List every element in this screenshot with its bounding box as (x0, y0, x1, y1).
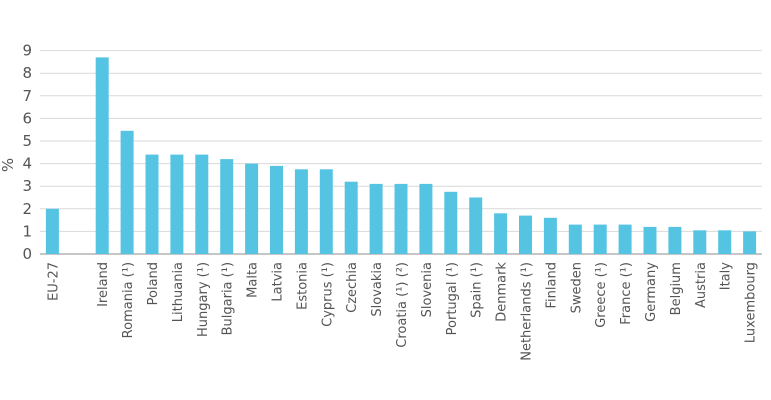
x-tick-label: France (¹) (619, 262, 634, 325)
x-tick-label: Ireland (96, 262, 111, 307)
x-tick-label: Italy (719, 262, 734, 291)
bar (743, 231, 757, 254)
bar (469, 197, 483, 254)
bar (319, 169, 333, 255)
x-tick-label: Slovakia (370, 262, 385, 317)
bar (245, 163, 259, 254)
x-tick-label: Netherlands (¹) (520, 262, 535, 361)
bar (444, 191, 458, 254)
x-tick-label: Malta (246, 262, 261, 298)
bar (419, 183, 433, 254)
bar (543, 217, 557, 254)
x-tick-label: Czechia (345, 262, 360, 313)
x-tick-label: Slovenia (420, 262, 435, 317)
x-tick-label: Cyprus (¹) (320, 262, 335, 327)
x-tick-label: Austria (694, 262, 709, 308)
y-tick-label: 7 (22, 87, 32, 105)
x-tick-label: Latvia (271, 262, 286, 302)
x-tick-label: Spain (¹) (470, 262, 485, 318)
y-tick-label: 3 (22, 177, 32, 195)
bar (494, 213, 508, 254)
bar (693, 230, 707, 254)
x-tick-label: Romania (¹) (121, 262, 136, 338)
y-axis-label: % (0, 158, 17, 172)
bar (45, 208, 59, 254)
bar (120, 130, 134, 254)
bar (145, 154, 159, 254)
x-tick-label: Greece (¹) (594, 262, 609, 328)
bar (519, 215, 532, 254)
bar (195, 154, 209, 254)
y-tick-label: 1 (22, 222, 32, 240)
bar (643, 226, 657, 254)
x-tick-label: EU-27 (46, 262, 61, 301)
y-tick-label: 9 (22, 42, 32, 60)
y-tick-label: 2 (22, 200, 32, 218)
x-tick-label: Belgium (669, 262, 684, 315)
x-tick-label: Poland (146, 262, 161, 305)
x-axis-labels: EU-27 Ireland Romania (¹) Poland Lithuania Hu… (46, 262, 758, 361)
y-tick-label: 8 (22, 64, 32, 82)
x-tick-label: Germany (644, 262, 659, 322)
x-tick-label: Portugal (¹) (445, 262, 460, 335)
y-axis-ticks: 0 1 2 3 4 5 6 7 8 9 (22, 42, 32, 263)
y-tick-label: 0 (22, 245, 32, 263)
x-tick-label: Denmark (495, 262, 510, 322)
y-tick-label: 4 (22, 155, 32, 173)
bar (718, 230, 732, 254)
x-tick-label: Croatia (¹) (²) (395, 262, 410, 348)
gridlines (40, 50, 762, 255)
x-tick-label: Luxembourg (744, 262, 759, 343)
bar (220, 159, 234, 254)
x-tick-label: Bulgaria (¹) (221, 262, 236, 335)
y-tick-label: 6 (22, 109, 32, 127)
bar (593, 224, 607, 254)
x-tick-label: Sweden (569, 262, 584, 313)
bar (618, 224, 632, 254)
bar (170, 154, 184, 254)
bar (344, 181, 358, 254)
y-tick-label: 5 (22, 132, 32, 150)
x-tick-label: Estonia (295, 262, 310, 310)
x-tick-label: Lithuania (171, 262, 186, 322)
bar (394, 183, 408, 254)
bar (568, 224, 582, 254)
bar (95, 57, 109, 255)
x-tick-label: Finland (544, 262, 559, 308)
bar (369, 183, 383, 254)
x-tick-label: Hungary (¹) (196, 262, 211, 337)
bar (270, 165, 283, 254)
bar (294, 169, 308, 255)
bar (668, 226, 682, 254)
bars (45, 57, 757, 255)
